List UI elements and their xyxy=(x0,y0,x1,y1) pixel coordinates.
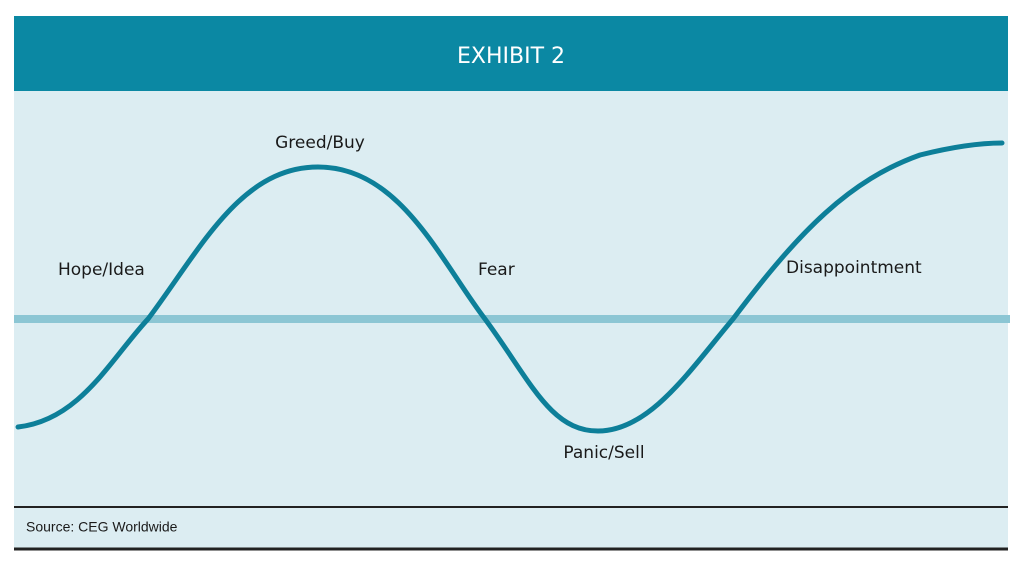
diagram-background xyxy=(14,91,1008,507)
stage-label: Fear xyxy=(478,260,515,280)
stage-label: Panic/Sell xyxy=(563,443,644,463)
header-title: EXHIBIT 2 xyxy=(457,44,565,69)
source-note: Source: CEG Worldwide xyxy=(26,519,178,535)
stage-label: Greed/Buy xyxy=(275,133,365,153)
stage-label: Disappointment xyxy=(786,258,922,278)
cycle-curve xyxy=(15,140,1005,434)
source-band xyxy=(14,508,1008,548)
header-band xyxy=(14,16,1008,91)
stage-label: Hope/Idea xyxy=(58,260,145,280)
